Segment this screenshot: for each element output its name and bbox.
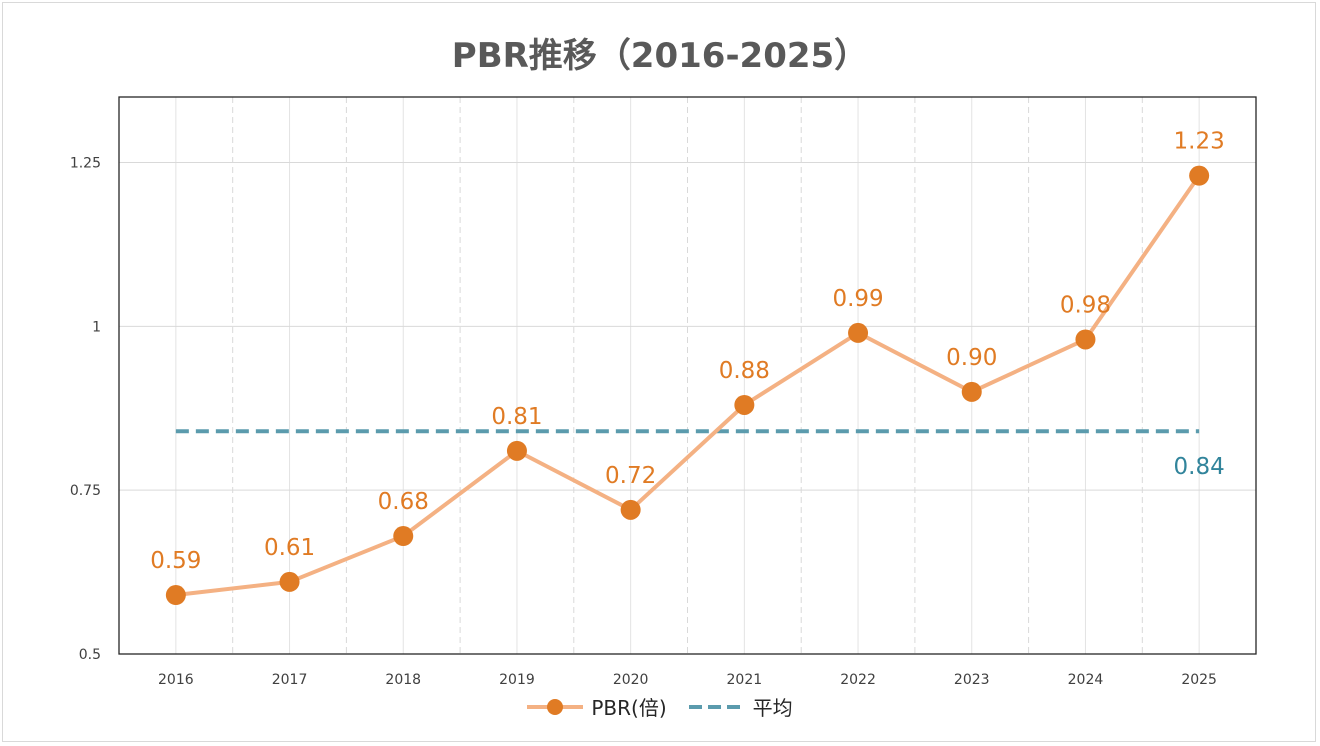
x-tick-label: 2021 [727,672,763,688]
pbr-point [279,571,300,592]
x-tick-label: 2022 [840,672,876,688]
x-tick-label: 2017 [272,672,308,688]
x-tick-label: 2024 [1068,672,1104,688]
x-tick-label: 2016 [158,672,194,688]
x-tick-label: 2023 [954,672,990,688]
plot-border [118,96,1257,655]
x-tick-label: 2020 [613,672,649,688]
pbr-point [393,526,414,547]
pbr-point [848,322,869,343]
pbr-series-line [175,174,1201,598]
x-tick-label: 2019 [499,672,535,688]
legend-label-average: 平均 [752,696,793,720]
x-tick-label: 2025 [1181,672,1217,688]
chart-legend: PBR(倍) 平均 [0,692,1320,721]
legend-label-pbr: PBR(倍) [591,696,667,720]
pbr-point [1189,165,1210,186]
average-data-label: 0.84 [1174,454,1225,480]
legend-swatch-pbr [527,697,584,717]
pbr-point [961,381,982,402]
pbr-data-label: 0.61 [264,535,315,561]
legend-item-pbr[interactable]: PBR(倍) [527,692,667,721]
y-tick-label: 1 [92,319,101,335]
pbr-data-label: 0.72 [605,463,656,489]
pbr-point [506,440,527,461]
legend-swatch-average [688,697,745,717]
pbr-data-label: 1.23 [1174,129,1225,155]
pbr-point [620,499,641,520]
pbr-point [165,585,186,606]
pbr-data-label: 0.59 [150,548,201,574]
pbr-data-label: 0.99 [832,286,883,312]
chart-title: PBR推移（2016-2025） [451,36,869,76]
legend-item-average[interactable]: 平均 [688,692,793,721]
y-tick-label: 0.5 [79,647,101,663]
pbr-point [734,394,755,415]
pbr-data-label: 0.88 [719,358,770,384]
pbr-point [1075,329,1096,350]
y-tick-label: 1.25 [70,156,101,172]
pbr-data-label: 0.98 [1060,292,1111,318]
pbr-data-label: 0.90 [946,345,997,371]
pbr-data-label: 0.81 [491,404,542,430]
y-tick-label: 0.75 [70,483,101,499]
pbr-data-label: 0.68 [378,489,429,515]
x-tick-label: 2018 [385,672,421,688]
